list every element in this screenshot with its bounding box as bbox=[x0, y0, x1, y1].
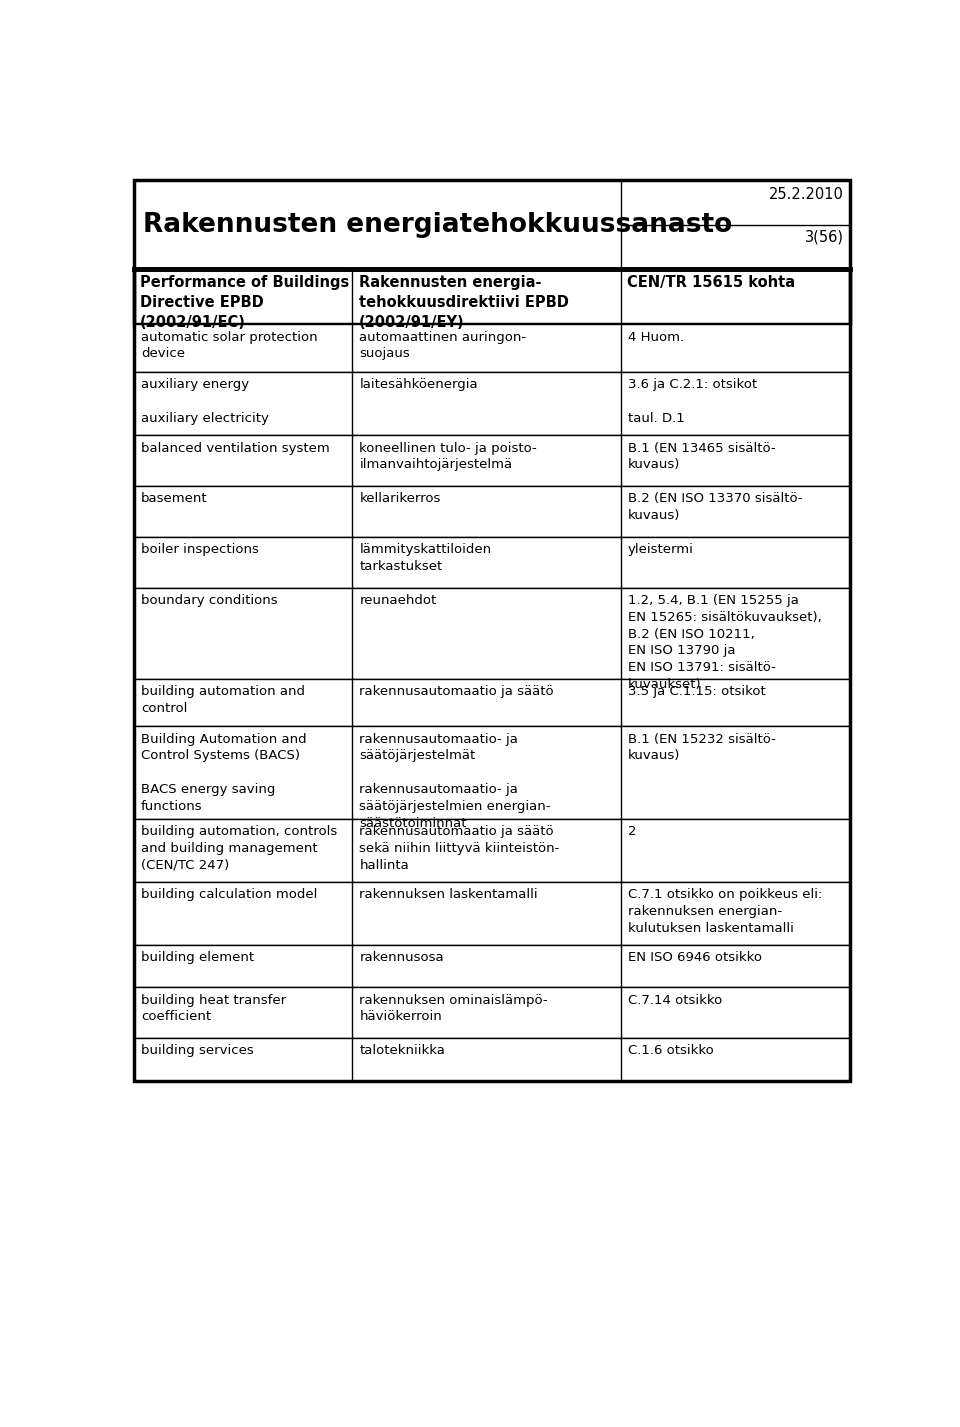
Text: building automation, controls
and building management
(CEN/TC 247): building automation, controls and buildi… bbox=[141, 825, 337, 872]
Text: 4 Huom.: 4 Huom. bbox=[628, 331, 684, 344]
Text: rakennusautomaatio- ja
säätöjärjestelmät

rakennusautomaatio- ja
säätöjärjestelm: rakennusautomaatio- ja säätöjärjestelmät… bbox=[359, 732, 551, 829]
Text: kellarikerros: kellarikerros bbox=[359, 492, 441, 505]
Bar bbox=[134, 588, 850, 679]
Text: lämmityskattiloiden
tarkastukset: lämmityskattiloiden tarkastukset bbox=[359, 544, 492, 574]
Bar bbox=[134, 324, 850, 372]
Text: Rakennusten energiatehokkuussanasto: Rakennusten energiatehokkuussanasto bbox=[143, 211, 732, 238]
Text: building heat transfer
coefficient: building heat transfer coefficient bbox=[141, 993, 286, 1023]
Text: C.7.14 otsikko: C.7.14 otsikko bbox=[628, 993, 722, 1006]
Text: 1.2, 5.4, B.1 (EN 15255 ja
EN 15265: sisältökuvaukset),
B.2 (EN ISO 10211,
EN IS: 1.2, 5.4, B.1 (EN 15255 ja EN 15265: sis… bbox=[628, 594, 822, 691]
Text: 3.5 ja C.1.15: otsikot: 3.5 ja C.1.15: otsikot bbox=[628, 685, 766, 698]
Bar bbox=[134, 1039, 850, 1080]
Text: C.1.6 otsikko: C.1.6 otsikko bbox=[628, 1045, 713, 1057]
Text: B.2 (EN ISO 13370 sisältö-
kuvaus): B.2 (EN ISO 13370 sisältö- kuvaus) bbox=[628, 492, 803, 522]
Text: B.1 (EN 15232 sisältö-
kuvaus): B.1 (EN 15232 sisältö- kuvaus) bbox=[628, 732, 776, 762]
Text: boundary conditions: boundary conditions bbox=[141, 594, 277, 606]
Bar bbox=[134, 882, 850, 945]
Text: auxiliary energy

auxiliary electricity: auxiliary energy auxiliary electricity bbox=[141, 378, 269, 425]
Text: 2: 2 bbox=[628, 825, 636, 838]
Bar bbox=[134, 726, 850, 819]
Text: rakennuksen laskentamalli: rakennuksen laskentamalli bbox=[359, 888, 538, 900]
Text: koneellinen tulo- ja poisto-
ilmanvaihtojärjestelmä: koneellinen tulo- ja poisto- ilmanvaihto… bbox=[359, 441, 537, 471]
Bar bbox=[134, 270, 850, 324]
Bar bbox=[134, 270, 850, 1080]
Text: rakennusautomaatio ja säätö
sekä niihin liittyvä kiinteistön-
hallinta: rakennusautomaatio ja säätö sekä niihin … bbox=[359, 825, 560, 872]
Text: EN ISO 6946 otsikko: EN ISO 6946 otsikko bbox=[628, 952, 762, 965]
Text: building element: building element bbox=[141, 952, 254, 965]
Bar bbox=[134, 435, 850, 487]
Text: CEN/TR 15615 kohta: CEN/TR 15615 kohta bbox=[627, 275, 795, 290]
Text: building calculation model: building calculation model bbox=[141, 888, 318, 900]
Text: building services: building services bbox=[141, 1045, 253, 1057]
Bar bbox=[134, 819, 850, 882]
Text: C.7.1 otsikko on poikkeus eli:
rakennuksen energian-
kulutuksen laskentamalli: C.7.1 otsikko on poikkeus eli: rakennuks… bbox=[628, 888, 823, 935]
Text: Performance of Buildings
Directive EPBD
(2002/91/EC): Performance of Buildings Directive EPBD … bbox=[140, 275, 349, 330]
Text: Building Automation and
Control Systems (BACS)

BACS energy saving
functions: Building Automation and Control Systems … bbox=[141, 732, 306, 813]
Text: 3.6 ja C.2.1: otsikot

taul. D.1: 3.6 ja C.2.1: otsikot taul. D.1 bbox=[628, 378, 757, 425]
Text: Rakennusten energia-
tehokkuusdirektiivi EPBD
(2002/91/EY): Rakennusten energia- tehokkuusdirektiivi… bbox=[359, 275, 568, 330]
Bar bbox=[134, 180, 850, 270]
Text: 25.2.2010: 25.2.2010 bbox=[769, 187, 844, 201]
Text: basement: basement bbox=[141, 492, 207, 505]
Text: talotekniikka: talotekniikka bbox=[359, 1045, 445, 1057]
Bar bbox=[134, 679, 850, 726]
Text: laitesähköenergia: laitesähköenergia bbox=[359, 378, 478, 391]
Bar bbox=[134, 487, 850, 537]
Text: yleistermi: yleistermi bbox=[628, 544, 694, 557]
Text: building automation and
control: building automation and control bbox=[141, 685, 305, 715]
Text: automaattinen auringon-
suojaus: automaattinen auringon- suojaus bbox=[359, 331, 526, 361]
Text: 3(56): 3(56) bbox=[804, 230, 844, 244]
Text: balanced ventilation system: balanced ventilation system bbox=[141, 441, 329, 455]
Text: automatic solar protection
device: automatic solar protection device bbox=[141, 331, 318, 361]
Bar bbox=[134, 987, 850, 1039]
Text: rakennusautomaatio ja säätö: rakennusautomaatio ja säätö bbox=[359, 685, 554, 698]
Text: rakennuksen ominaislämpö-
häviökerroin: rakennuksen ominaislämpö- häviökerroin bbox=[359, 993, 548, 1023]
Bar bbox=[134, 945, 850, 987]
Text: boiler inspections: boiler inspections bbox=[141, 544, 259, 557]
Text: rakennusosa: rakennusosa bbox=[359, 952, 444, 965]
Bar bbox=[134, 372, 850, 435]
Bar bbox=[134, 537, 850, 588]
Text: B.1 (EN 13465 sisältö-
kuvaus): B.1 (EN 13465 sisältö- kuvaus) bbox=[628, 441, 776, 471]
Text: reunaehdot: reunaehdot bbox=[359, 594, 437, 606]
